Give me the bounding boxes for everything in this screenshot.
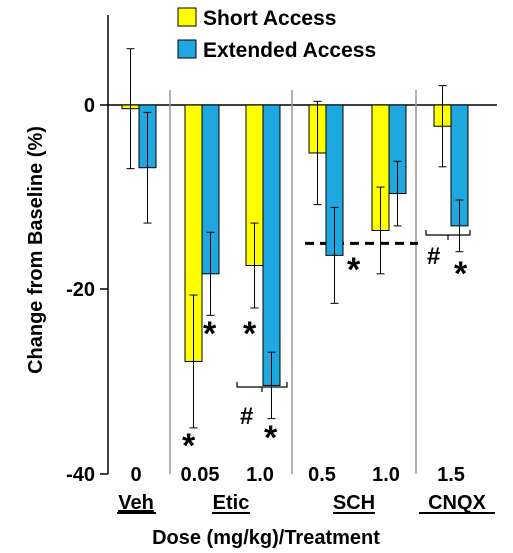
group-label-veh: Veh — [118, 492, 154, 514]
significance-marks: * * * # * * # * — [182, 243, 468, 465]
hash-mark-cnqx: # — [427, 243, 440, 270]
star-mark-etic-1.0-short: * — [243, 315, 257, 353]
hash-mark-etic-1.0: # — [240, 403, 253, 430]
legend-label-extended-access: Extended Access — [203, 39, 376, 62]
x-tick-label-cnqx-1.5: 1.5 — [437, 464, 465, 486]
star-mark-etic-1.0-extended: * — [264, 419, 278, 457]
bars — [121, 48, 469, 429]
y-axis: 0 -20 -40 Change from Baseline (%) — [25, 15, 109, 486]
group-label-cnqx: CNQX — [428, 492, 486, 514]
x-tick-label-etic-0.05: 0.05 — [181, 464, 220, 486]
legend-swatch-extended-access — [177, 39, 197, 59]
significance-brackets — [236, 230, 471, 392]
star-mark-etic-0.05-short: * — [182, 427, 196, 465]
x-tick-labels: 0 0.05 1.0 0.5 1.0 1.5 — [130, 464, 464, 486]
x-tick-label-veh-0: 0 — [130, 464, 141, 486]
star-mark-cnqx: * — [454, 255, 468, 293]
bar-extended-access-2 — [262, 104, 281, 386]
y-axis-title: Change from Baseline (%) — [25, 126, 47, 374]
bracket-cnqx — [425, 230, 471, 236]
x-axis-title: Dose (mg/kg)/Treatment — [152, 527, 380, 549]
legend-swatch-short-access — [177, 7, 197, 27]
y-tick-label-neg20: -20 — [66, 279, 95, 301]
y-tick-label-0: 0 — [84, 95, 95, 117]
y-tick-label-neg40: -40 — [66, 464, 95, 486]
x-tick-label-sch-0.5: 0.5 — [308, 464, 336, 486]
x-tick-label-sch-1.0: 1.0 — [372, 464, 400, 486]
group-label-sch: SCH — [333, 492, 375, 514]
star-mark-etic-0.05-extended: * — [203, 315, 217, 353]
x-tick-label-etic-1.0: 1.0 — [246, 464, 274, 486]
legend-label-short-access: Short Access — [203, 7, 336, 30]
group-separators — [169, 90, 417, 474]
group-labels: Veh Etic SCH CNQX — [117, 492, 495, 514]
legend: Short Access Extended Access — [177, 7, 376, 62]
group-label-etic: Etic — [213, 492, 250, 514]
star-mark-sch: * — [347, 251, 361, 289]
